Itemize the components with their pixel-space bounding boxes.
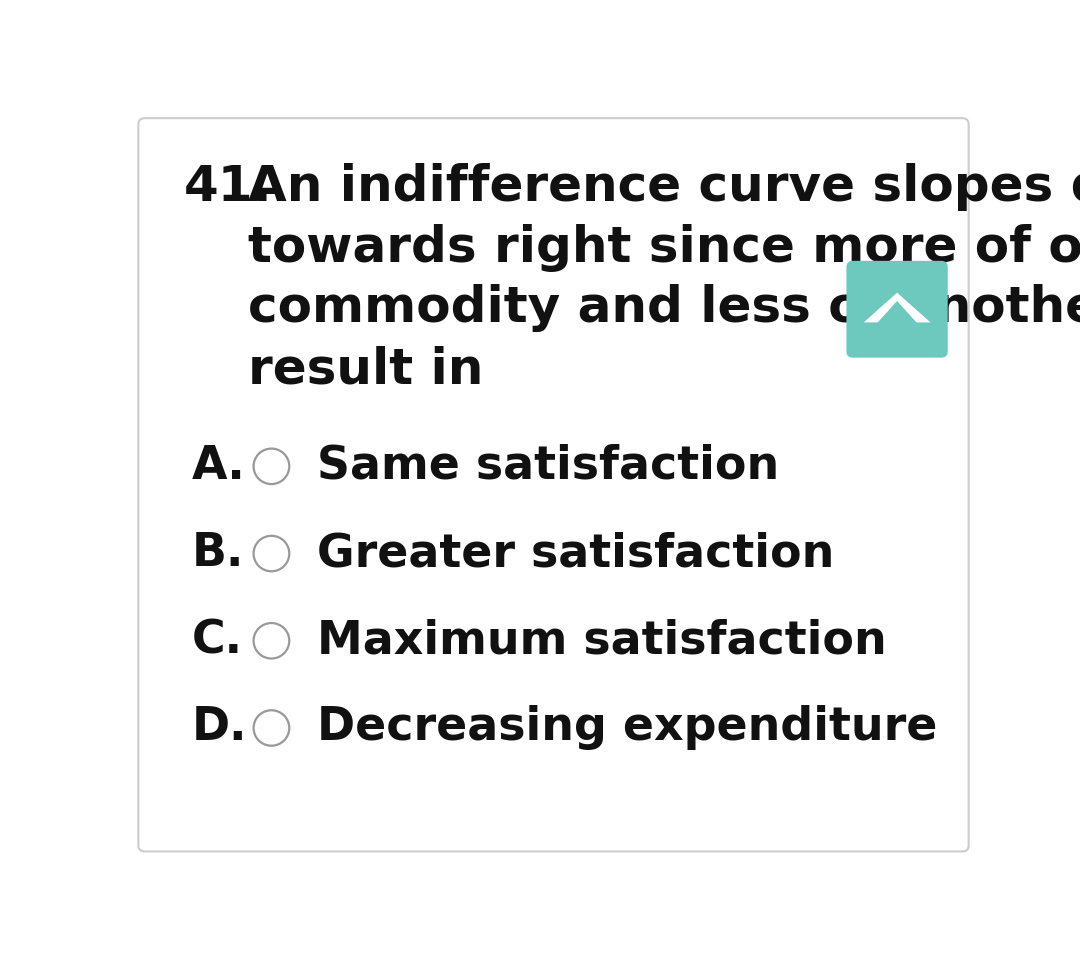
- FancyBboxPatch shape: [847, 261, 948, 358]
- Text: A.: A.: [192, 444, 245, 489]
- Text: B.: B.: [192, 531, 244, 576]
- Text: Decreasing expenditure: Decreasing expenditure: [318, 706, 937, 751]
- Text: towards right since more of one: towards right since more of one: [248, 224, 1080, 272]
- Ellipse shape: [254, 623, 289, 659]
- Text: C.: C.: [192, 618, 243, 663]
- Text: D.: D.: [192, 706, 247, 751]
- Text: 41.: 41.: [184, 163, 272, 211]
- Text: Maximum satisfaction: Maximum satisfaction: [318, 618, 887, 663]
- Polygon shape: [864, 293, 931, 323]
- Ellipse shape: [254, 710, 289, 746]
- Text: result in: result in: [248, 345, 484, 393]
- Text: An indifference curve slopes down: An indifference curve slopes down: [248, 163, 1080, 211]
- Text: commodity and less of another: commodity and less of another: [248, 284, 1080, 332]
- FancyBboxPatch shape: [138, 118, 969, 852]
- Ellipse shape: [254, 448, 289, 484]
- Text: Same satisfaction: Same satisfaction: [318, 444, 780, 489]
- Text: Greater satisfaction: Greater satisfaction: [318, 531, 835, 576]
- Ellipse shape: [254, 536, 289, 571]
